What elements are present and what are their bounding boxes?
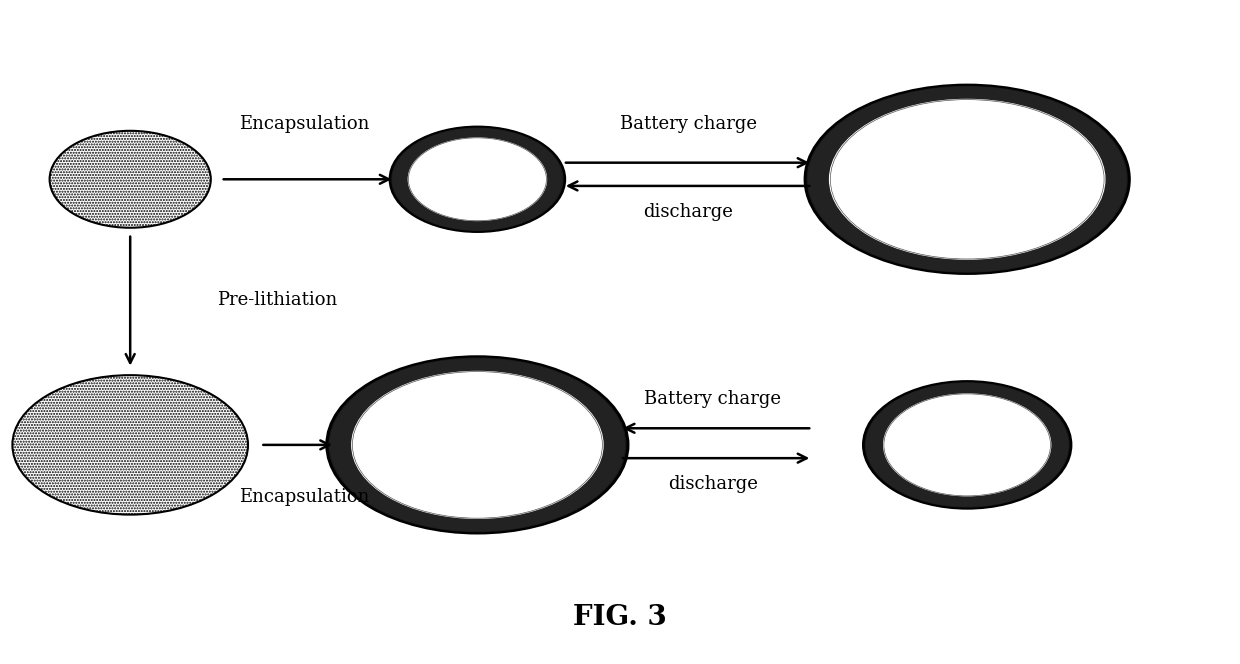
Text: discharge: discharge (644, 203, 733, 220)
Ellipse shape (408, 137, 547, 221)
Ellipse shape (807, 86, 1127, 272)
Ellipse shape (863, 381, 1071, 509)
Text: Encapsulation: Encapsulation (238, 488, 370, 506)
Ellipse shape (884, 394, 1050, 496)
Text: Battery charge: Battery charge (620, 115, 756, 133)
Ellipse shape (883, 393, 1052, 497)
Text: Battery charge: Battery charge (645, 390, 781, 408)
Ellipse shape (828, 99, 1106, 260)
Ellipse shape (50, 131, 211, 228)
Ellipse shape (389, 127, 565, 232)
Ellipse shape (831, 100, 1104, 259)
Ellipse shape (392, 127, 563, 231)
Ellipse shape (329, 357, 626, 533)
Ellipse shape (12, 375, 248, 515)
Text: Encapsulation: Encapsulation (238, 115, 370, 133)
Ellipse shape (408, 138, 547, 220)
Text: FIG. 3: FIG. 3 (573, 604, 667, 631)
Ellipse shape (326, 357, 629, 533)
Text: discharge: discharge (668, 475, 758, 493)
Ellipse shape (864, 382, 1070, 507)
Ellipse shape (805, 85, 1130, 274)
Ellipse shape (352, 372, 603, 518)
Ellipse shape (807, 86, 1127, 273)
Ellipse shape (866, 383, 1069, 507)
Ellipse shape (392, 128, 563, 230)
Ellipse shape (330, 359, 625, 531)
Ellipse shape (351, 371, 604, 519)
Text: Pre-lithiation: Pre-lithiation (217, 291, 337, 309)
